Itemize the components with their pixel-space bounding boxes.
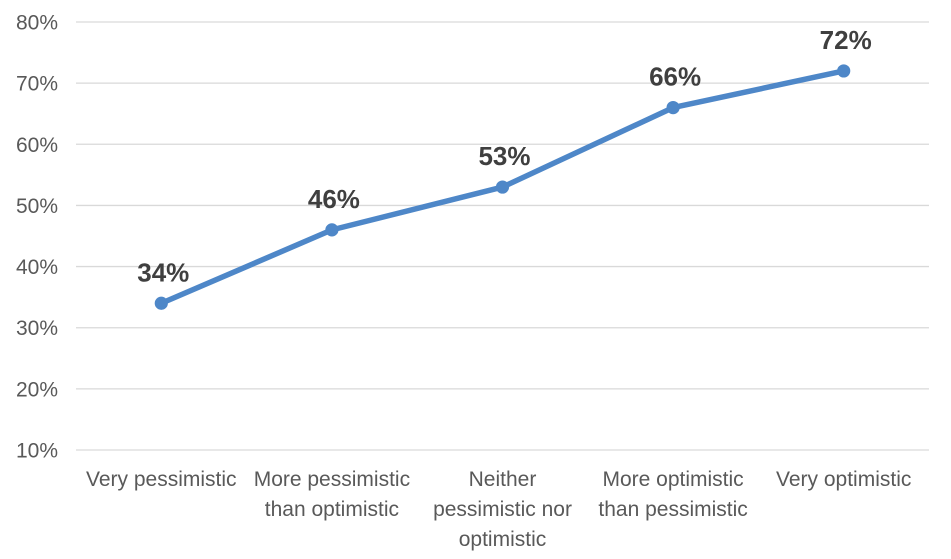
data-point (325, 223, 339, 237)
y-tick-label: 70% (16, 73, 58, 96)
y-tick-label: 10% (16, 440, 58, 463)
data-label: 66% (649, 62, 701, 92)
data-point (495, 180, 510, 194)
data-point (837, 64, 851, 78)
y-tick-label: 80% (16, 12, 58, 35)
y-tick-label: 60% (16, 134, 58, 157)
data-point (666, 101, 680, 115)
y-tick-label: 30% (16, 317, 58, 340)
data-label: 46% (308, 184, 360, 214)
y-tick-label: 40% (16, 256, 58, 279)
data-label: 34% (137, 257, 189, 287)
data-point (154, 296, 168, 310)
data-label: 72% (820, 25, 872, 55)
y-tick-label: 50% (16, 195, 58, 218)
data-label: 53% (478, 141, 530, 171)
y-tick-label: 20% (16, 378, 58, 401)
